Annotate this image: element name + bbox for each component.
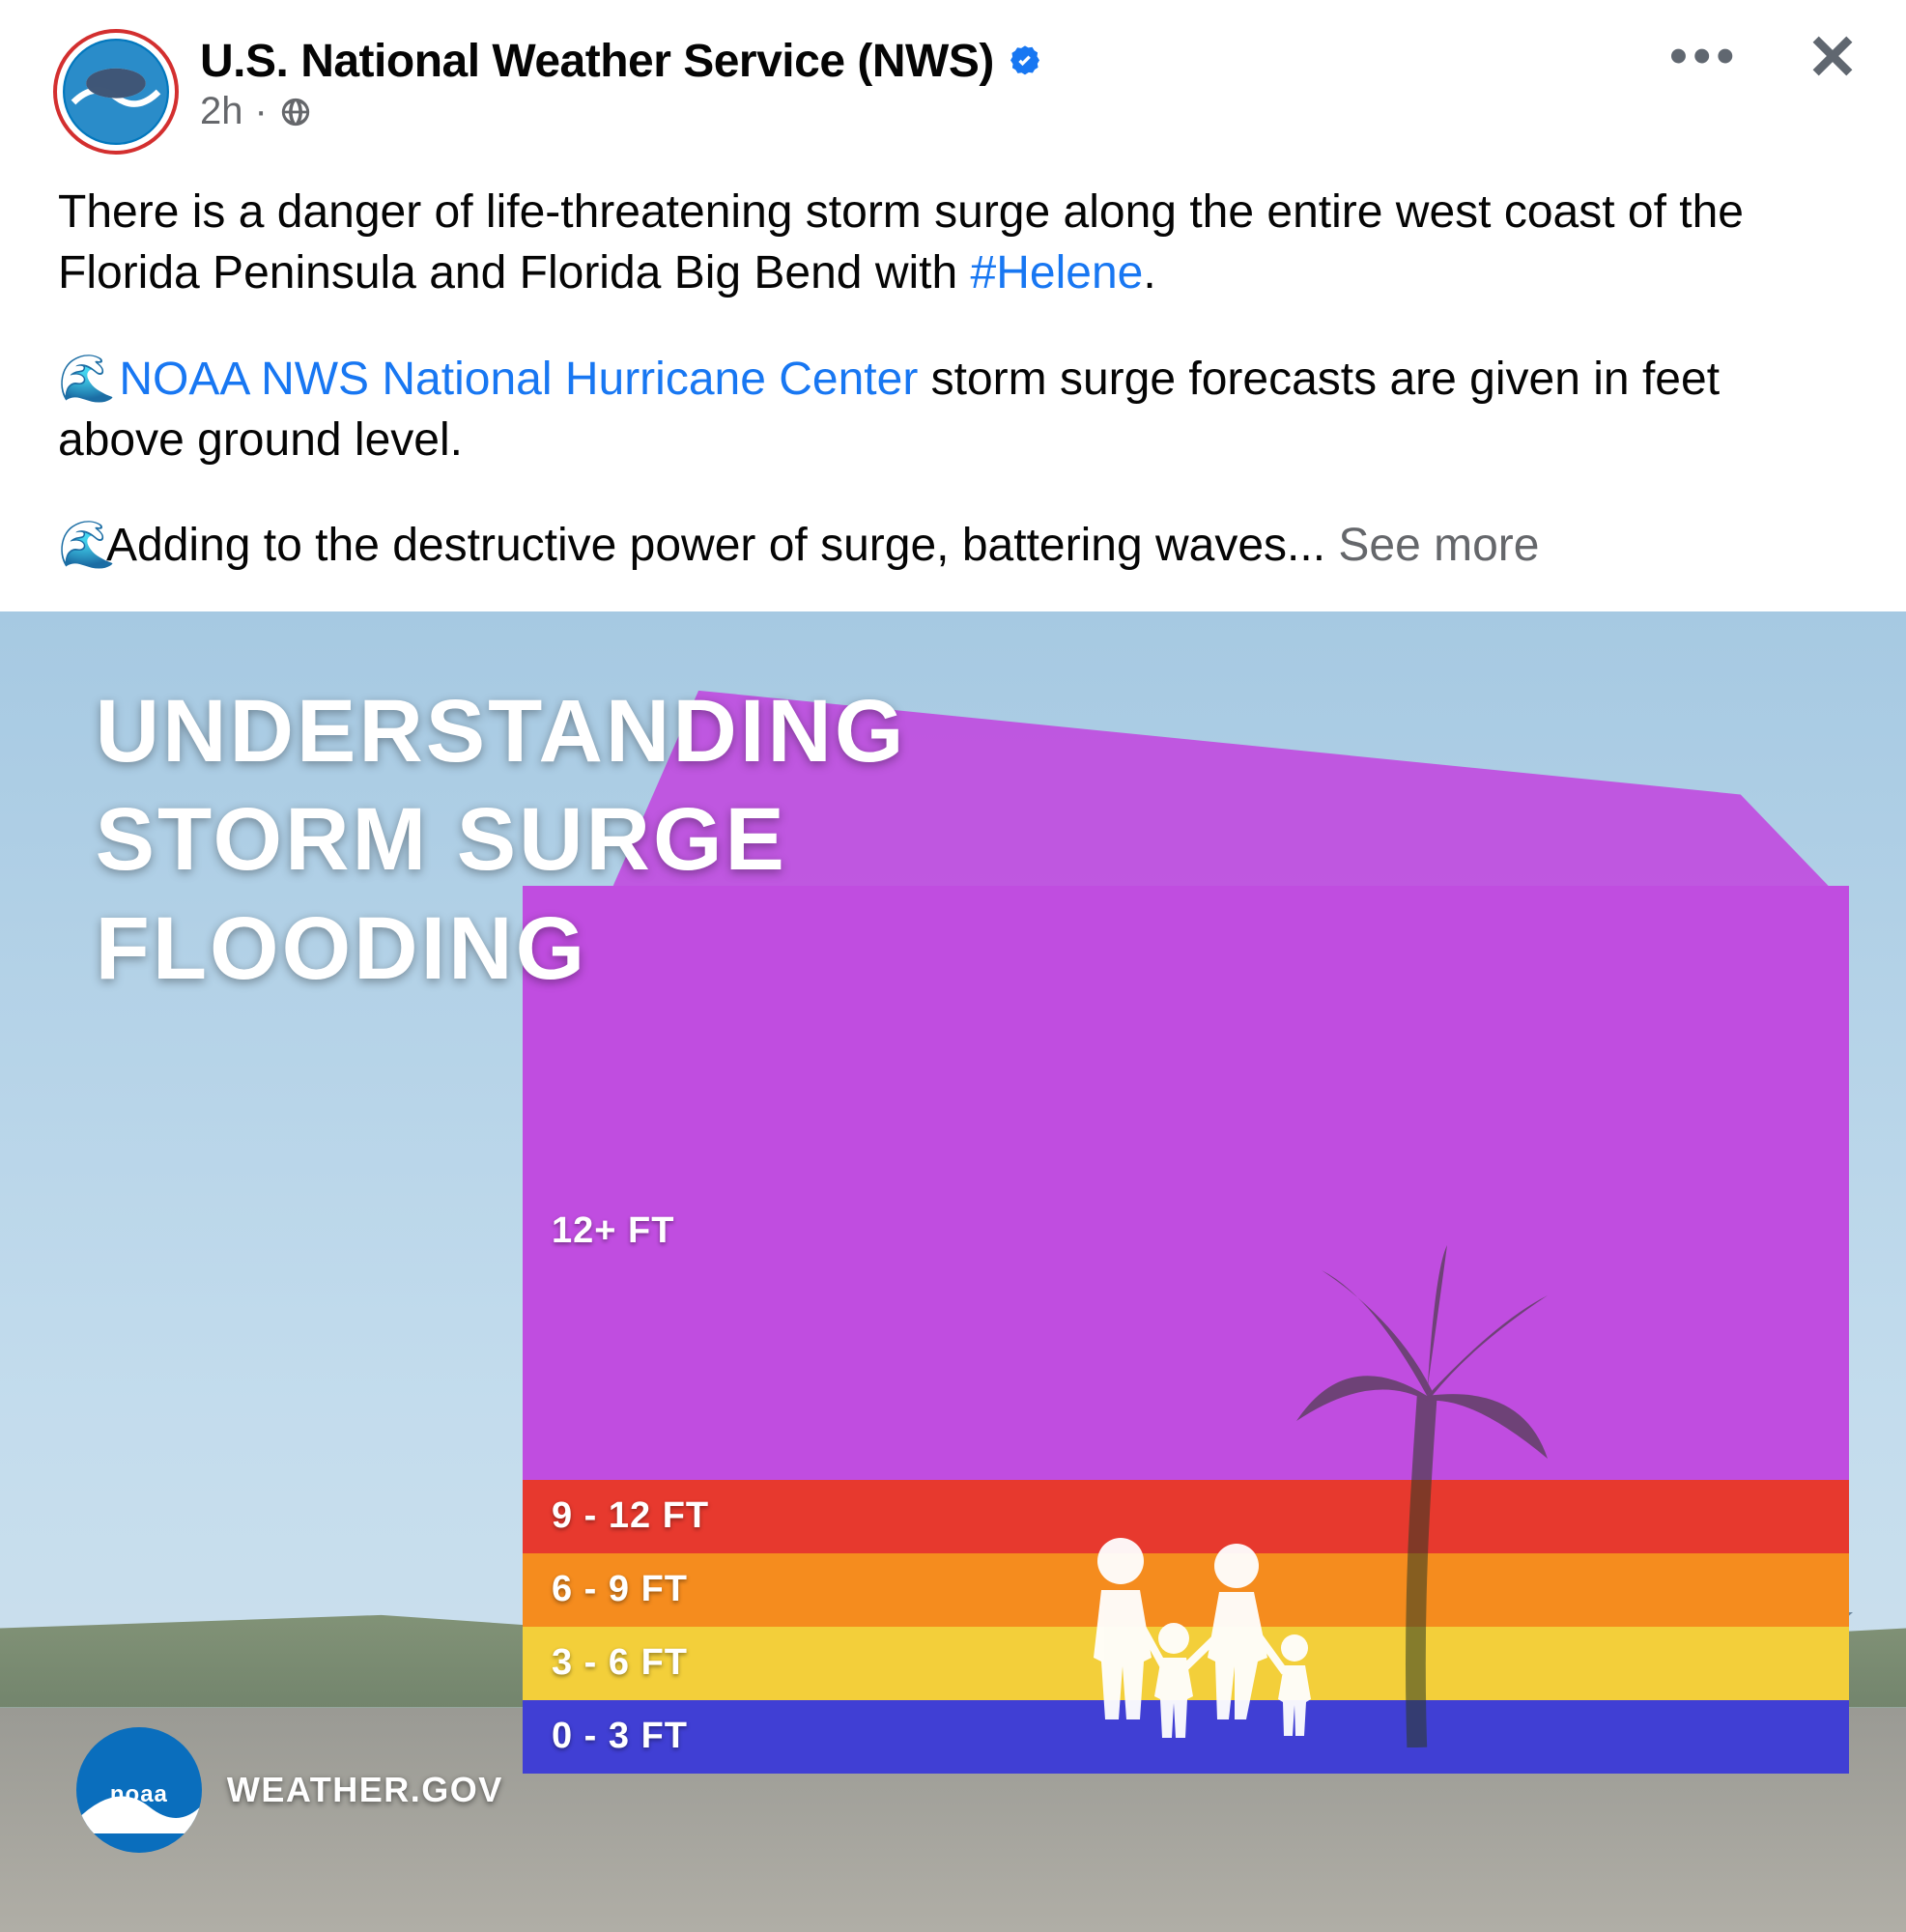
title-line: STORM SURGE: [96, 785, 907, 894]
post-text: Adding to the destructive power of surge…: [106, 520, 1338, 571]
post-meta: 2h ·: [200, 90, 1044, 133]
post-menu-button[interactable]: •••: [1669, 31, 1740, 81]
noaa-logo-icon: noaa: [76, 1727, 202, 1853]
band-label: 3 - 6 FT: [523, 1642, 688, 1684]
wave-emoji-icon: 🌊: [58, 349, 106, 410]
hashtag-link[interactable]: #Helene: [971, 247, 1144, 298]
title-line: FLOODING: [96, 895, 907, 1003]
post-timestamp[interactable]: 2h: [200, 90, 243, 133]
post-header: U.S. National Weather Service (NWS) 2h ·…: [0, 0, 1906, 164]
page-name[interactable]: U.S. National Weather Service (NWS): [200, 35, 994, 88]
band-label: 12+ FT: [523, 1210, 674, 1252]
weather-gov-text: WEATHER.GOV: [227, 1770, 503, 1810]
page-mention-link[interactable]: NOAA NWS National Hurricane Center: [119, 354, 918, 405]
post-paragraph-2: 🌊 NOAA NWS National Hurricane Center sto…: [58, 349, 1848, 471]
post-body: There is a danger of life-threatening st…: [0, 164, 1906, 611]
wave-emoji-icon: 🌊: [58, 515, 106, 576]
post-paragraph-3: 🌊Adding to the destructive power of surg…: [58, 515, 1848, 576]
post-image[interactable]: 9 - 12 FT 6 - 9 FT 3 - 6 FT 0 - 3 FT 12+…: [0, 611, 1906, 1932]
meta-separator: ·: [255, 90, 268, 133]
see-more-button[interactable]: See more: [1338, 520, 1539, 571]
nws-logo-icon: [63, 39, 169, 145]
surge-band-12plus-label-row: 12+ FT: [523, 1210, 1849, 1252]
audience-public-icon[interactable]: [279, 96, 312, 128]
family-silhouette-icon: [1067, 1522, 1357, 1774]
title-line: UNDERSTANDING: [96, 677, 907, 785]
post-header-text: U.S. National Weather Service (NWS) 2h ·: [200, 29, 1044, 133]
post-text: There is a danger of life-threatening st…: [58, 186, 1744, 298]
page-avatar[interactable]: [53, 29, 179, 155]
band-label: 9 - 12 FT: [523, 1495, 709, 1537]
band-label: 0 - 3 FT: [523, 1716, 688, 1757]
infographic-title: UNDERSTANDING STORM SURGE FLOODING: [96, 677, 907, 1003]
post-text: .: [1143, 247, 1155, 298]
close-button[interactable]: [1807, 31, 1858, 81]
verified-badge-icon: [1006, 43, 1044, 81]
post-card: U.S. National Weather Service (NWS) 2h ·…: [0, 0, 1906, 1932]
post-paragraph-1: There is a danger of life-threatening st…: [58, 182, 1848, 304]
noaa-badge: noaa WEATHER.GOV: [76, 1727, 503, 1853]
band-label: 6 - 9 FT: [523, 1569, 688, 1610]
